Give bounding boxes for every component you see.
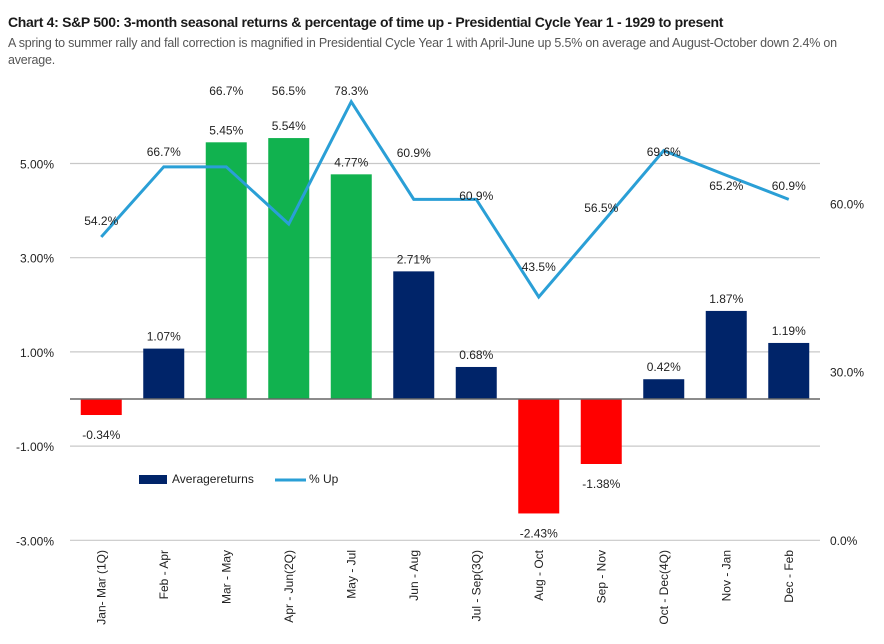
left-axis: -3.00% -1.00% 1.00% 3.00% 5.00%: [16, 158, 54, 549]
bar-data-label: 4.77%: [334, 155, 368, 169]
bar-data-label: 0.68%: [459, 348, 493, 362]
x-axis-category-label: Oct - Dec(4Q): [657, 550, 671, 625]
line-data-labels: 54.2% 66.7% 66.7% 56.5% 78.3% 60.9% 60.9% 43.5%…: [84, 84, 806, 274]
x-axis-category-label: Apr - Jun(2Q): [282, 550, 296, 623]
x-axis-category-label: Sep - Nov: [594, 550, 608, 603]
right-axis: 0.0% 30.0% 60.0%: [830, 197, 864, 548]
chart-title: Chart 4: S&P 500: 3-month seasonal retur…: [8, 14, 724, 30]
bar: [393, 271, 435, 399]
x-axis-category-label: Aug - Oct: [532, 549, 546, 600]
left-axis-tick-label: 3.00%: [20, 252, 54, 266]
legend-label-average-returns: Averagereturns: [172, 472, 254, 486]
right-axis-tick-label: 30.0%: [830, 366, 864, 380]
bar: [330, 174, 372, 399]
bar: [705, 310, 747, 399]
line-data-label: 60.9%: [397, 146, 431, 160]
bar-data-label: 0.42%: [647, 360, 681, 374]
bar-data-label: 1.19%: [772, 324, 806, 338]
x-axis-category-label: Nov - Jan: [719, 550, 733, 601]
x-axis-category-label: May - Jul: [344, 550, 358, 599]
line-data-label: 43.5%: [522, 260, 556, 274]
chart-subtitle: A spring to summer rally and fall correc…: [8, 36, 837, 67]
line-data-label: 66.7%: [209, 84, 243, 98]
line-data-label: 56.5%: [272, 84, 306, 98]
x-axis-category-label: Feb - Apr: [157, 550, 171, 599]
bar-data-label: 1.07%: [147, 330, 181, 344]
bar: [580, 399, 622, 464]
bar: [268, 138, 310, 400]
x-axis-category-label: Mar - May: [219, 550, 233, 604]
line-data-label: 78.3%: [334, 84, 368, 98]
bar: [455, 366, 497, 399]
line-data-label: 66.7%: [147, 145, 181, 159]
bar-data-labels: -0.34% 1.07% 5.45% 5.54% 4.77% 2.71% 0.68% -2.4…: [82, 119, 806, 540]
legend: Averagereturns % Up: [139, 472, 339, 486]
right-axis-tick-label: 60.0%: [830, 197, 864, 211]
bar-data-label: 5.54%: [272, 119, 306, 133]
bar: [518, 399, 560, 514]
left-axis-tick-label: 5.00%: [20, 158, 54, 172]
line-data-label: 65.2%: [709, 179, 743, 193]
x-axis-category-label: Jul - Sep(3Q): [469, 550, 483, 621]
left-axis-tick-label: -1.00%: [16, 440, 54, 454]
x-axis-category-label: Jun - Aug: [407, 550, 421, 601]
line-data-label: 54.2%: [84, 214, 118, 228]
bar: [143, 348, 185, 399]
bar-data-label: -1.38%: [582, 477, 620, 491]
bar-series: [80, 138, 810, 514]
line-series: [100, 98, 790, 300]
x-axis-category-label: Dec - Feb: [782, 550, 796, 603]
bar-data-label: 5.45%: [209, 123, 243, 137]
left-axis-tick-label: -3.00%: [16, 534, 54, 548]
left-axis-tick-label: 1.00%: [20, 346, 54, 360]
line-data-label: 69.6%: [647, 145, 681, 159]
bar: [643, 379, 685, 399]
line-data-label: 60.9%: [459, 189, 493, 203]
right-axis-tick-label: 0.0%: [830, 534, 858, 548]
legend-label-percent-up: % Up: [309, 472, 339, 486]
bar: [768, 342, 810, 399]
bar: [80, 399, 122, 416]
x-axis: Jan- Mar (1Q) Feb - Apr Mar - May Apr - Jun…: [94, 549, 796, 624]
line-path: [100, 98, 790, 300]
line-data-label: 60.9%: [772, 179, 806, 193]
bar-data-label: 2.71%: [397, 252, 431, 266]
line-data-label: 56.5%: [584, 201, 618, 215]
bar-data-label: -2.43%: [520, 526, 558, 540]
bar: [205, 142, 247, 399]
bar-data-label: 1.87%: [709, 292, 743, 306]
bar-data-label: -0.34%: [82, 428, 120, 442]
x-axis-category-label: Jan- Mar (1Q): [94, 550, 108, 625]
legend-swatch-average-returns: [139, 475, 167, 484]
